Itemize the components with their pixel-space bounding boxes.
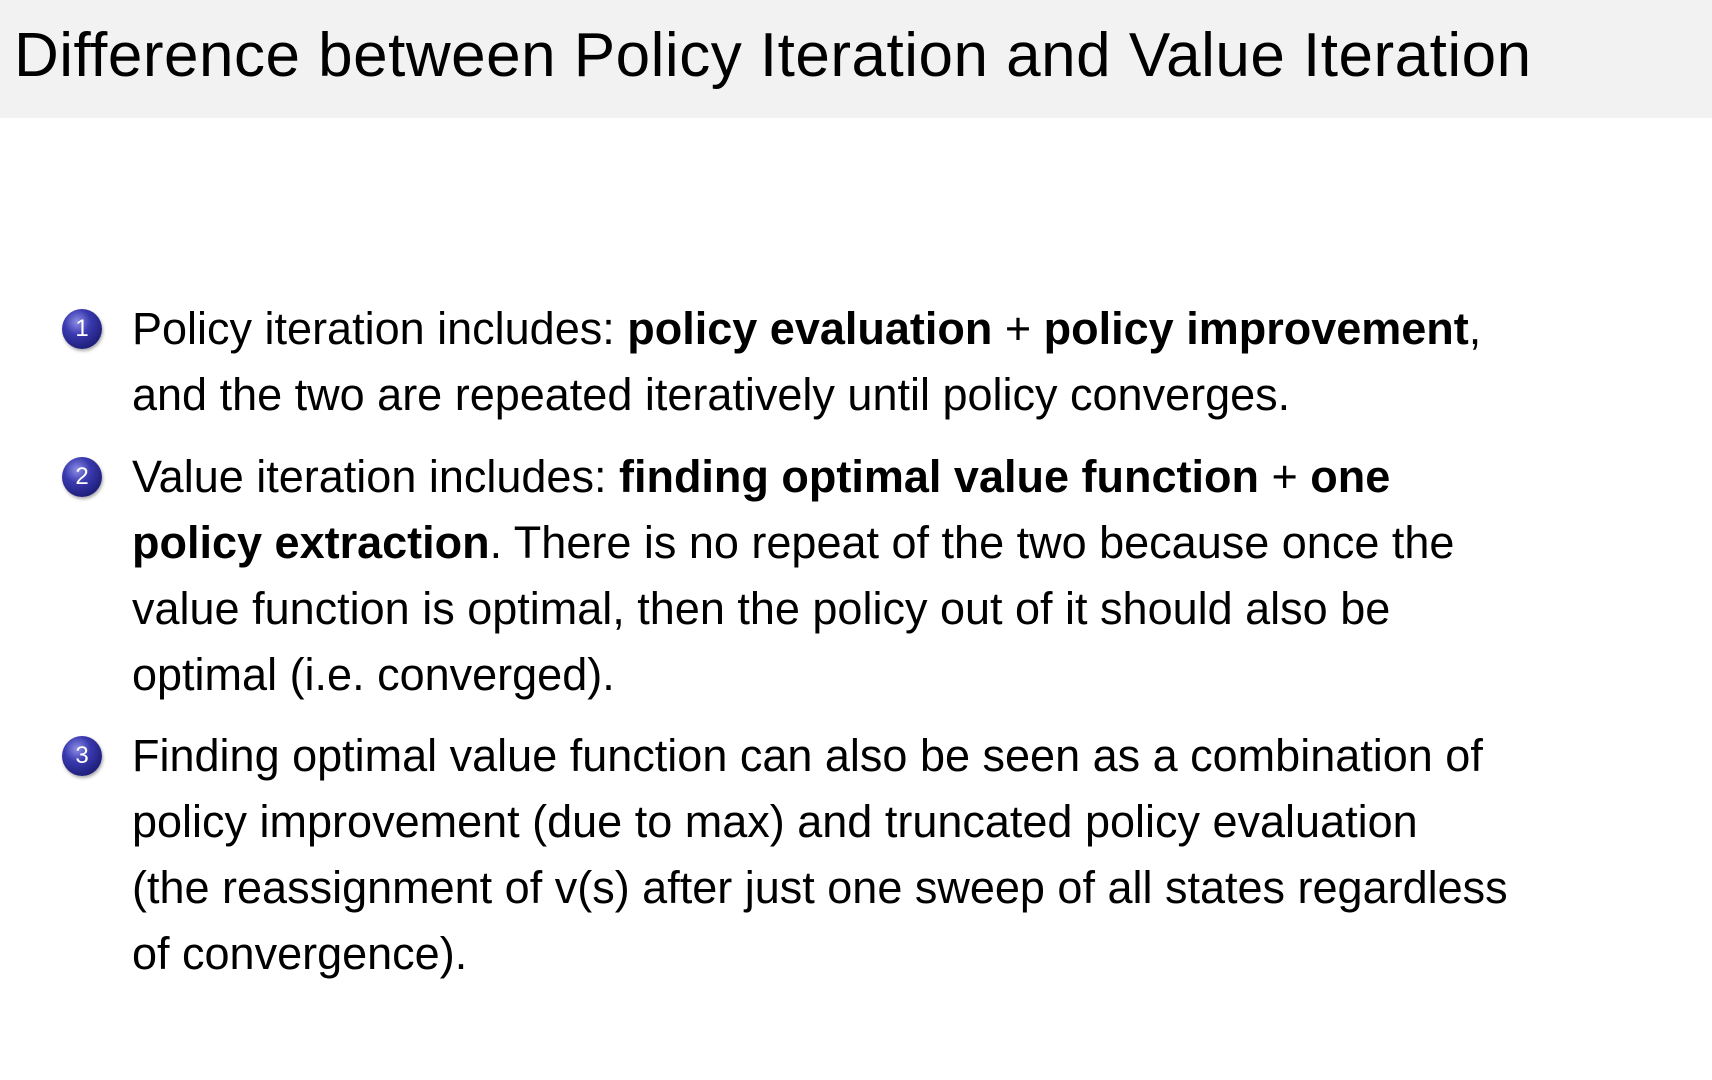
text-line: and the two are repeated iteratively unt… (132, 362, 1290, 428)
bold-term: one (1310, 451, 1391, 502)
text-segment: Value iteration includes: (132, 451, 619, 502)
text-segment: Finding optimal value function can also … (132, 730, 1483, 781)
numbered-bullet-icon: 2 (62, 457, 102, 497)
text-segment: and the two are repeated iteratively unt… (132, 369, 1291, 420)
bold-term: policy extraction (132, 517, 490, 568)
text-line: of convergence). (132, 921, 467, 987)
text-segment: (the reassignment of v(s) after just one… (132, 862, 1508, 913)
numbered-bullet-icon: 3 (62, 736, 102, 776)
text-line: policy extraction. There is no repeat of… (132, 510, 1454, 576)
slide-title: Difference between Policy Iteration and … (14, 21, 1532, 90)
text-line: policy improvement (due to max) and trun… (132, 789, 1418, 855)
text-line: Value iteration includes: finding optima… (132, 444, 1390, 510)
text-line: (the reassignment of v(s) after just one… (132, 855, 1508, 921)
text-line: Finding optimal value function can also … (132, 723, 1483, 789)
text-segment: Policy iteration includes: (132, 303, 628, 354)
text-segment: of convergence). (132, 928, 468, 979)
text-segment: policy improvement (due to max) and trun… (132, 796, 1418, 847)
text-line: value function is optimal, then the poli… (132, 576, 1390, 642)
bold-term: finding optimal value function (618, 451, 1259, 502)
text-segment: + (992, 303, 1044, 354)
bold-term: policy improvement (1043, 303, 1469, 354)
text-segment: , (1468, 303, 1482, 354)
text-segment: optimal (i.e. converged). (132, 649, 615, 700)
text-line: Policy iteration includes: policy evalua… (132, 296, 1481, 362)
title-bar: Difference between Policy Iteration and … (0, 0, 1712, 118)
text-segment: value function is optimal, then the poli… (132, 583, 1391, 634)
text-segment: . There is no repeat of the two because … (489, 517, 1455, 568)
bold-term: policy evaluation (627, 303, 993, 354)
text-segment: + (1258, 451, 1311, 502)
text-line: optimal (i.e. converged). (132, 642, 615, 708)
numbered-bullet-icon: 1 (62, 309, 102, 349)
